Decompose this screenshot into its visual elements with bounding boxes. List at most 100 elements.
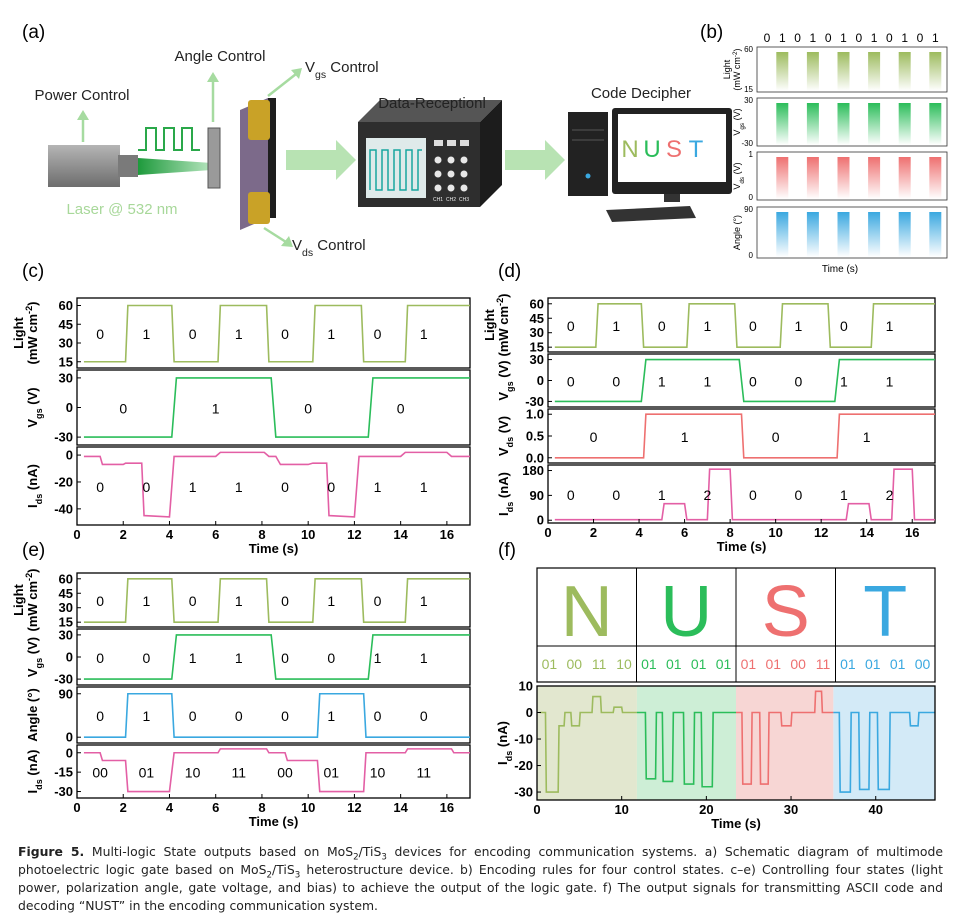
text-segment: Control <box>326 59 379 76</box>
x-label: Time (s) <box>711 816 761 831</box>
x-tick-label: 10 <box>768 525 782 540</box>
state-label: 1 <box>235 593 243 609</box>
text-segment: Data-Receptionl <box>378 95 486 112</box>
text-segment: ) <box>25 569 40 573</box>
state-bar <box>898 52 911 91</box>
row-label: Vgs (V) <box>732 108 746 135</box>
x-tick-label: 2 <box>120 527 127 542</box>
text-segment: (nA) <box>496 472 511 502</box>
row-frame <box>756 46 948 93</box>
text-segment: Control <box>313 237 366 254</box>
state-bar <box>837 212 850 257</box>
state-label: 1 <box>420 479 428 495</box>
y-label: Light <box>11 316 26 348</box>
laser-body <box>48 145 120 187</box>
x-tick-label: 16 <box>905 525 919 540</box>
state-label: 00 <box>277 765 293 781</box>
y-tick-label: -15 <box>54 765 73 780</box>
text-segment: -2 <box>495 298 505 306</box>
text-segment: Laser @ 532 nm <box>66 201 177 218</box>
box-screen <box>366 138 426 198</box>
state-label: 1 <box>189 479 197 495</box>
row-tick: -30 <box>741 139 753 148</box>
x-tick-label: 40 <box>868 802 882 817</box>
row-tick: 0 <box>749 251 754 260</box>
signal-line <box>83 304 470 363</box>
state-bar <box>868 212 881 257</box>
state-label: 01 <box>324 765 340 781</box>
code: 11 <box>816 656 831 672</box>
y-label: Vgs (V) <box>25 637 44 677</box>
box-side <box>480 100 502 207</box>
state-bar <box>898 212 911 257</box>
state-label: 1 <box>327 708 335 724</box>
state-bar <box>929 157 942 199</box>
y-label: Light <box>11 583 26 615</box>
text-segment: V <box>732 130 742 136</box>
x-label: Time (s) <box>249 541 299 556</box>
state-label: 11 <box>416 765 431 781</box>
y-tick-label: -30 <box>514 785 533 800</box>
state-label: 0 <box>772 429 780 445</box>
x-tick-label: 12 <box>347 527 361 542</box>
signal-line <box>83 692 470 739</box>
code: 01 <box>865 656 881 672</box>
text-segment: I <box>495 761 510 765</box>
state-label: 1 <box>886 318 894 334</box>
state-label: 1 <box>420 326 428 342</box>
state-label: 1 <box>327 326 335 342</box>
text-segment: I <box>496 512 511 516</box>
big-arrow <box>505 140 565 180</box>
x-label: Time (s) <box>822 264 858 275</box>
text-segment: gs <box>739 123 746 130</box>
state-bar <box>806 52 819 91</box>
y-tick-label: 45 <box>59 317 73 332</box>
state-label: 1 <box>886 374 894 390</box>
panel-label: (a) <box>22 22 45 43</box>
signal-line <box>83 451 470 518</box>
state-bar <box>868 157 881 199</box>
y-tick-label: -20 <box>54 474 73 489</box>
y-tick-label: -30 <box>525 394 544 409</box>
state-label: 0 <box>96 650 104 666</box>
state-label: 0 <box>304 401 312 417</box>
signal-line <box>83 377 470 438</box>
computer-tower <box>568 112 608 196</box>
code: 01 <box>766 656 782 672</box>
y-tick-label: 45 <box>530 311 544 326</box>
state-bar <box>898 103 911 145</box>
text-segment: (V) <box>25 637 40 658</box>
state-label: 0 <box>96 593 104 609</box>
text-segment: Power Control <box>34 87 129 104</box>
box-top <box>358 100 502 122</box>
state-label: 0 <box>281 593 289 609</box>
state-label: 0 <box>795 487 803 503</box>
text-segment: ) <box>732 48 742 51</box>
letter: S <box>762 572 810 652</box>
state-label: 00 <box>92 765 108 781</box>
text-segment: ds <box>504 751 514 762</box>
x-tick-label: 8 <box>258 800 265 815</box>
code: 01 <box>890 656 906 672</box>
x-tick-label: 14 <box>393 800 408 815</box>
state-bar <box>898 157 911 199</box>
state-label: 0 <box>119 401 127 417</box>
x-tick-label: 16 <box>440 527 454 542</box>
monitor-screen <box>618 114 726 182</box>
state-label: 0 <box>749 318 757 334</box>
caption-segment: devices for encoding communication syste… <box>18 844 943 877</box>
panel-label: (d) <box>498 261 521 282</box>
y-tick-label: -10 <box>514 732 533 747</box>
y-tick-label: 60 <box>59 571 73 586</box>
row-label: (mW cm-2) <box>732 48 743 90</box>
text-segment: (V) <box>732 162 742 177</box>
state-label: 0 <box>281 650 289 666</box>
text-segment: V <box>496 447 511 456</box>
panels: (a) Power Control Angle Control Vgs Control… <box>11 22 948 831</box>
y-tick-label: 0 <box>66 730 73 745</box>
bit-label: 1 <box>840 31 847 45</box>
x-tick-label: 14 <box>393 527 408 542</box>
text-segment: (nA) <box>25 750 40 780</box>
code: 00 <box>567 656 583 672</box>
